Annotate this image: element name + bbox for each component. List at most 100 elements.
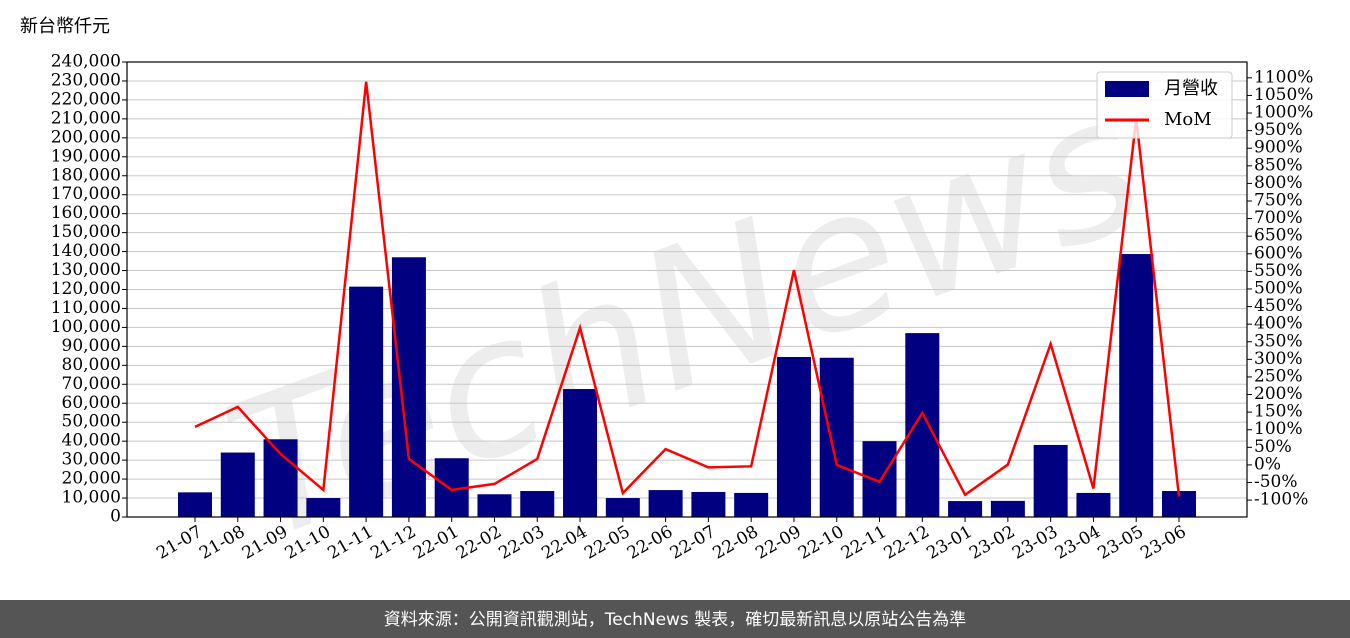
bar <box>520 491 555 517</box>
y2-tick-label: -100% <box>1254 490 1308 510</box>
y-tick-label: 240,000 <box>51 52 121 72</box>
y2-tick-label: 1100% <box>1254 67 1313 87</box>
y2-tick-label: 300% <box>1254 349 1303 369</box>
bar <box>349 286 384 517</box>
y-tick-label: 130,000 <box>51 260 121 280</box>
x-tick-label: 22-11 <box>838 522 890 564</box>
y2-tick-label: 1050% <box>1254 85 1313 105</box>
bar <box>178 492 212 517</box>
x-tick-label: 22-04 <box>538 522 590 564</box>
y2-tick-label: 100% <box>1254 419 1303 439</box>
y-tick-label: 140,000 <box>51 241 121 261</box>
bar <box>734 492 769 517</box>
y-tick-label: 170,000 <box>51 184 121 204</box>
y-tick-label: 220,000 <box>51 89 121 109</box>
y2-tick-label: 0% <box>1254 454 1281 474</box>
y-tick-label: 210,000 <box>51 108 121 128</box>
y-tick-label: 20,000 <box>62 469 121 489</box>
bar <box>948 501 983 517</box>
y2-tick-label: -50% <box>1254 472 1298 492</box>
y2-tick-label: 50% <box>1254 437 1292 457</box>
bar <box>1076 492 1111 517</box>
bar <box>691 491 726 517</box>
y-tick-label: 80,000 <box>62 355 121 375</box>
y2-tick-label: 400% <box>1254 314 1303 334</box>
y-tick-label: 100,000 <box>51 317 121 337</box>
y-tick-label: 0 <box>110 507 121 527</box>
y2-tick-label: 500% <box>1254 278 1303 298</box>
legend-label: 月營收 <box>1164 78 1218 99</box>
bar <box>477 494 512 517</box>
y2-tick-label: 200% <box>1254 384 1303 404</box>
y2-tick-label: 900% <box>1254 138 1303 158</box>
x-tick-label: 23-06 <box>1137 522 1189 564</box>
y-tick-label: 180,000 <box>51 165 121 185</box>
y-tick-label: 90,000 <box>62 336 121 356</box>
bar <box>220 452 255 517</box>
bar <box>605 498 640 517</box>
mom-line <box>194 81 1181 497</box>
y2-tick-label: 350% <box>1254 331 1303 351</box>
y-tick-label: 120,000 <box>51 279 121 299</box>
x-tick-label: 22-07 <box>667 522 719 564</box>
plot-frame <box>126 61 1248 518</box>
bar <box>306 498 341 517</box>
y2-tick-label: 550% <box>1254 261 1303 281</box>
y-tick-label: 230,000 <box>51 70 121 90</box>
y-tick-label: 50,000 <box>62 412 121 432</box>
y-tick-label: 190,000 <box>51 146 121 166</box>
y2-tick-label: 250% <box>1254 366 1303 386</box>
x-tick-label: 22-12 <box>881 522 933 564</box>
y2-tick-label: 150% <box>1254 402 1303 422</box>
y-tick-label: 110,000 <box>51 298 121 318</box>
x-tick-label: 23-05 <box>1095 522 1147 564</box>
bar <box>905 333 940 517</box>
x-tick-label: 22-09 <box>752 522 804 564</box>
x-tick-label: 23-03 <box>1009 522 1061 564</box>
legend-swatch <box>1105 81 1149 97</box>
x-tick-label: 23-01 <box>923 522 975 564</box>
x-tick-label: 23-04 <box>1052 522 1104 564</box>
x-tick-label: 22-10 <box>795 522 847 564</box>
bar <box>391 257 426 517</box>
x-tick-label: 22-03 <box>496 522 548 564</box>
y-tick-label: 200,000 <box>51 127 121 147</box>
y2-tick-label: 850% <box>1254 155 1303 175</box>
y-tick-label: 10,000 <box>62 488 121 508</box>
footer-text: 資料來源：公開資訊觀測站，TechNews 製表，確切最新訊息以原站公告為準 <box>384 610 966 630</box>
x-tick-label: 22-08 <box>709 522 761 564</box>
bar <box>563 389 598 517</box>
legend-label: MoM <box>1164 109 1212 130</box>
y-tick-label: 70,000 <box>62 374 121 394</box>
unit-label: 新台幣仟元 <box>20 16 110 37</box>
x-tick-label: 21-08 <box>196 522 248 564</box>
y-tick-label: 60,000 <box>62 393 121 413</box>
bar <box>990 500 1025 517</box>
y2-tick-label: 950% <box>1254 120 1303 140</box>
bar <box>776 356 811 517</box>
y2-tick-label: 450% <box>1254 296 1303 316</box>
bar <box>1033 444 1068 517</box>
x-tick-label: 22-06 <box>624 522 676 564</box>
x-tick-label: 23-02 <box>966 522 1018 564</box>
y-tick-label: 160,000 <box>51 203 121 223</box>
x-tick-label: 21-07 <box>153 522 205 564</box>
bar <box>1119 254 1154 517</box>
bar <box>263 439 298 517</box>
y2-tick-label: 800% <box>1254 173 1303 193</box>
x-tick-label: 22-05 <box>581 522 633 564</box>
y-tick-label: 30,000 <box>62 450 121 470</box>
bar <box>862 441 897 517</box>
y-tick-label: 150,000 <box>51 222 121 242</box>
y2-tick-label: 650% <box>1254 226 1303 246</box>
y2-tick-label: 1000% <box>1254 103 1313 123</box>
footer-bar <box>0 600 1350 638</box>
x-tick-label: 22-02 <box>453 522 505 564</box>
y2-tick-label: 600% <box>1254 243 1303 263</box>
y2-tick-label: 750% <box>1254 190 1303 210</box>
bar <box>819 357 854 517</box>
bar <box>648 490 683 517</box>
y-tick-label: 40,000 <box>62 431 121 451</box>
y2-tick-label: 700% <box>1254 208 1303 228</box>
